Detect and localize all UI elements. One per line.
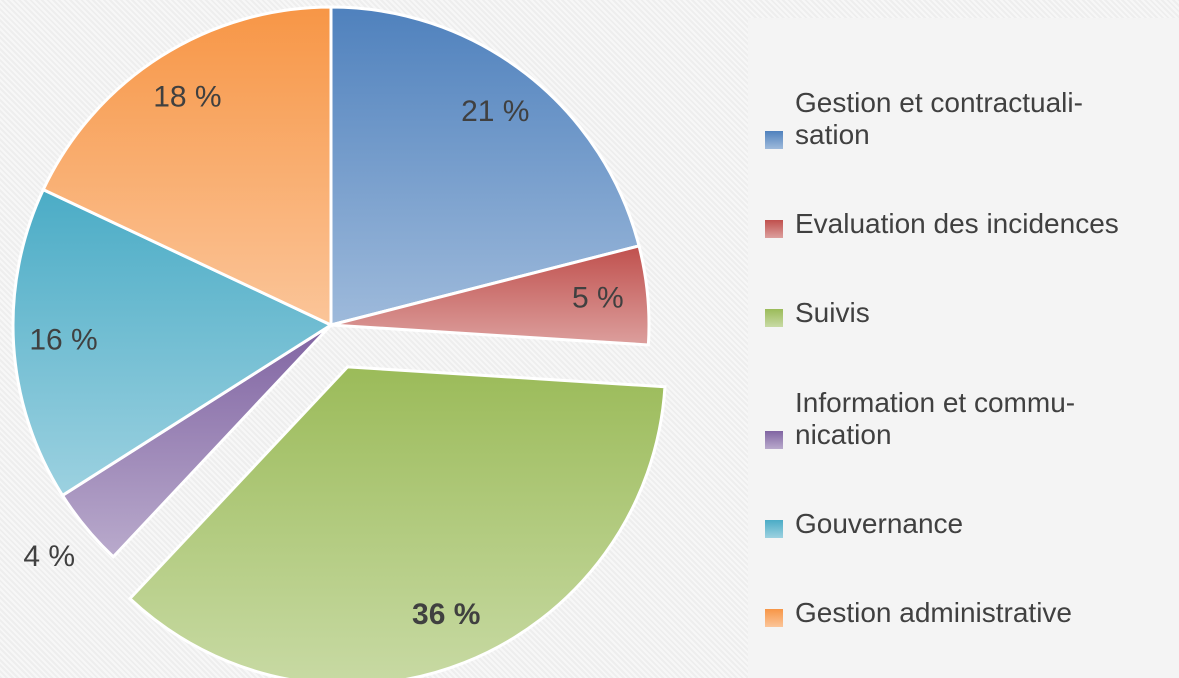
pie-slice <box>127 365 667 678</box>
legend-swatch <box>765 130 783 149</box>
legend-swatch <box>765 519 783 538</box>
legend-item: Suivis <box>748 297 1179 329</box>
legend-label: Gestion et contractuali- sation <box>795 86 1083 150</box>
data-label: 16 % <box>29 324 97 357</box>
legend-item: Gestion administrative <box>748 597 1179 629</box>
legend-swatch <box>765 219 783 238</box>
legend-label: Information et commu- nication <box>795 386 1076 450</box>
legend-swatch <box>765 430 783 449</box>
legend-label: Suivis <box>795 297 870 329</box>
legend-item: Evaluation des incidences <box>748 208 1179 240</box>
legend-item: Gouvernance <box>748 508 1179 540</box>
legend-item: Gestion et contractuali- sation <box>748 87 1179 151</box>
legend-label: Gouvernance <box>795 507 964 539</box>
data-label: 18 % <box>153 81 221 114</box>
pie-slice <box>11 187 335 498</box>
legend-item: Information et commu- nication <box>748 387 1179 451</box>
data-label: 4 % <box>23 540 75 573</box>
legend-swatch <box>765 309 783 328</box>
pie-slice <box>329 5 641 327</box>
legend-swatch <box>765 609 783 628</box>
pie-chart: 21 % 5 % 36 % 4 % 16 % 18 % <box>11 5 667 678</box>
data-label: 5 % <box>572 282 624 315</box>
pie-slice <box>41 5 333 328</box>
data-label: 21 % <box>461 95 529 128</box>
legend: Gestion et contractuali- sation Evaluatio… <box>748 18 1179 678</box>
legend-label: Gestion administrative <box>795 597 1073 629</box>
data-label: 36 % <box>412 598 480 631</box>
legend-label: Evaluation des incidences <box>795 207 1119 239</box>
pie-slice <box>330 244 651 347</box>
